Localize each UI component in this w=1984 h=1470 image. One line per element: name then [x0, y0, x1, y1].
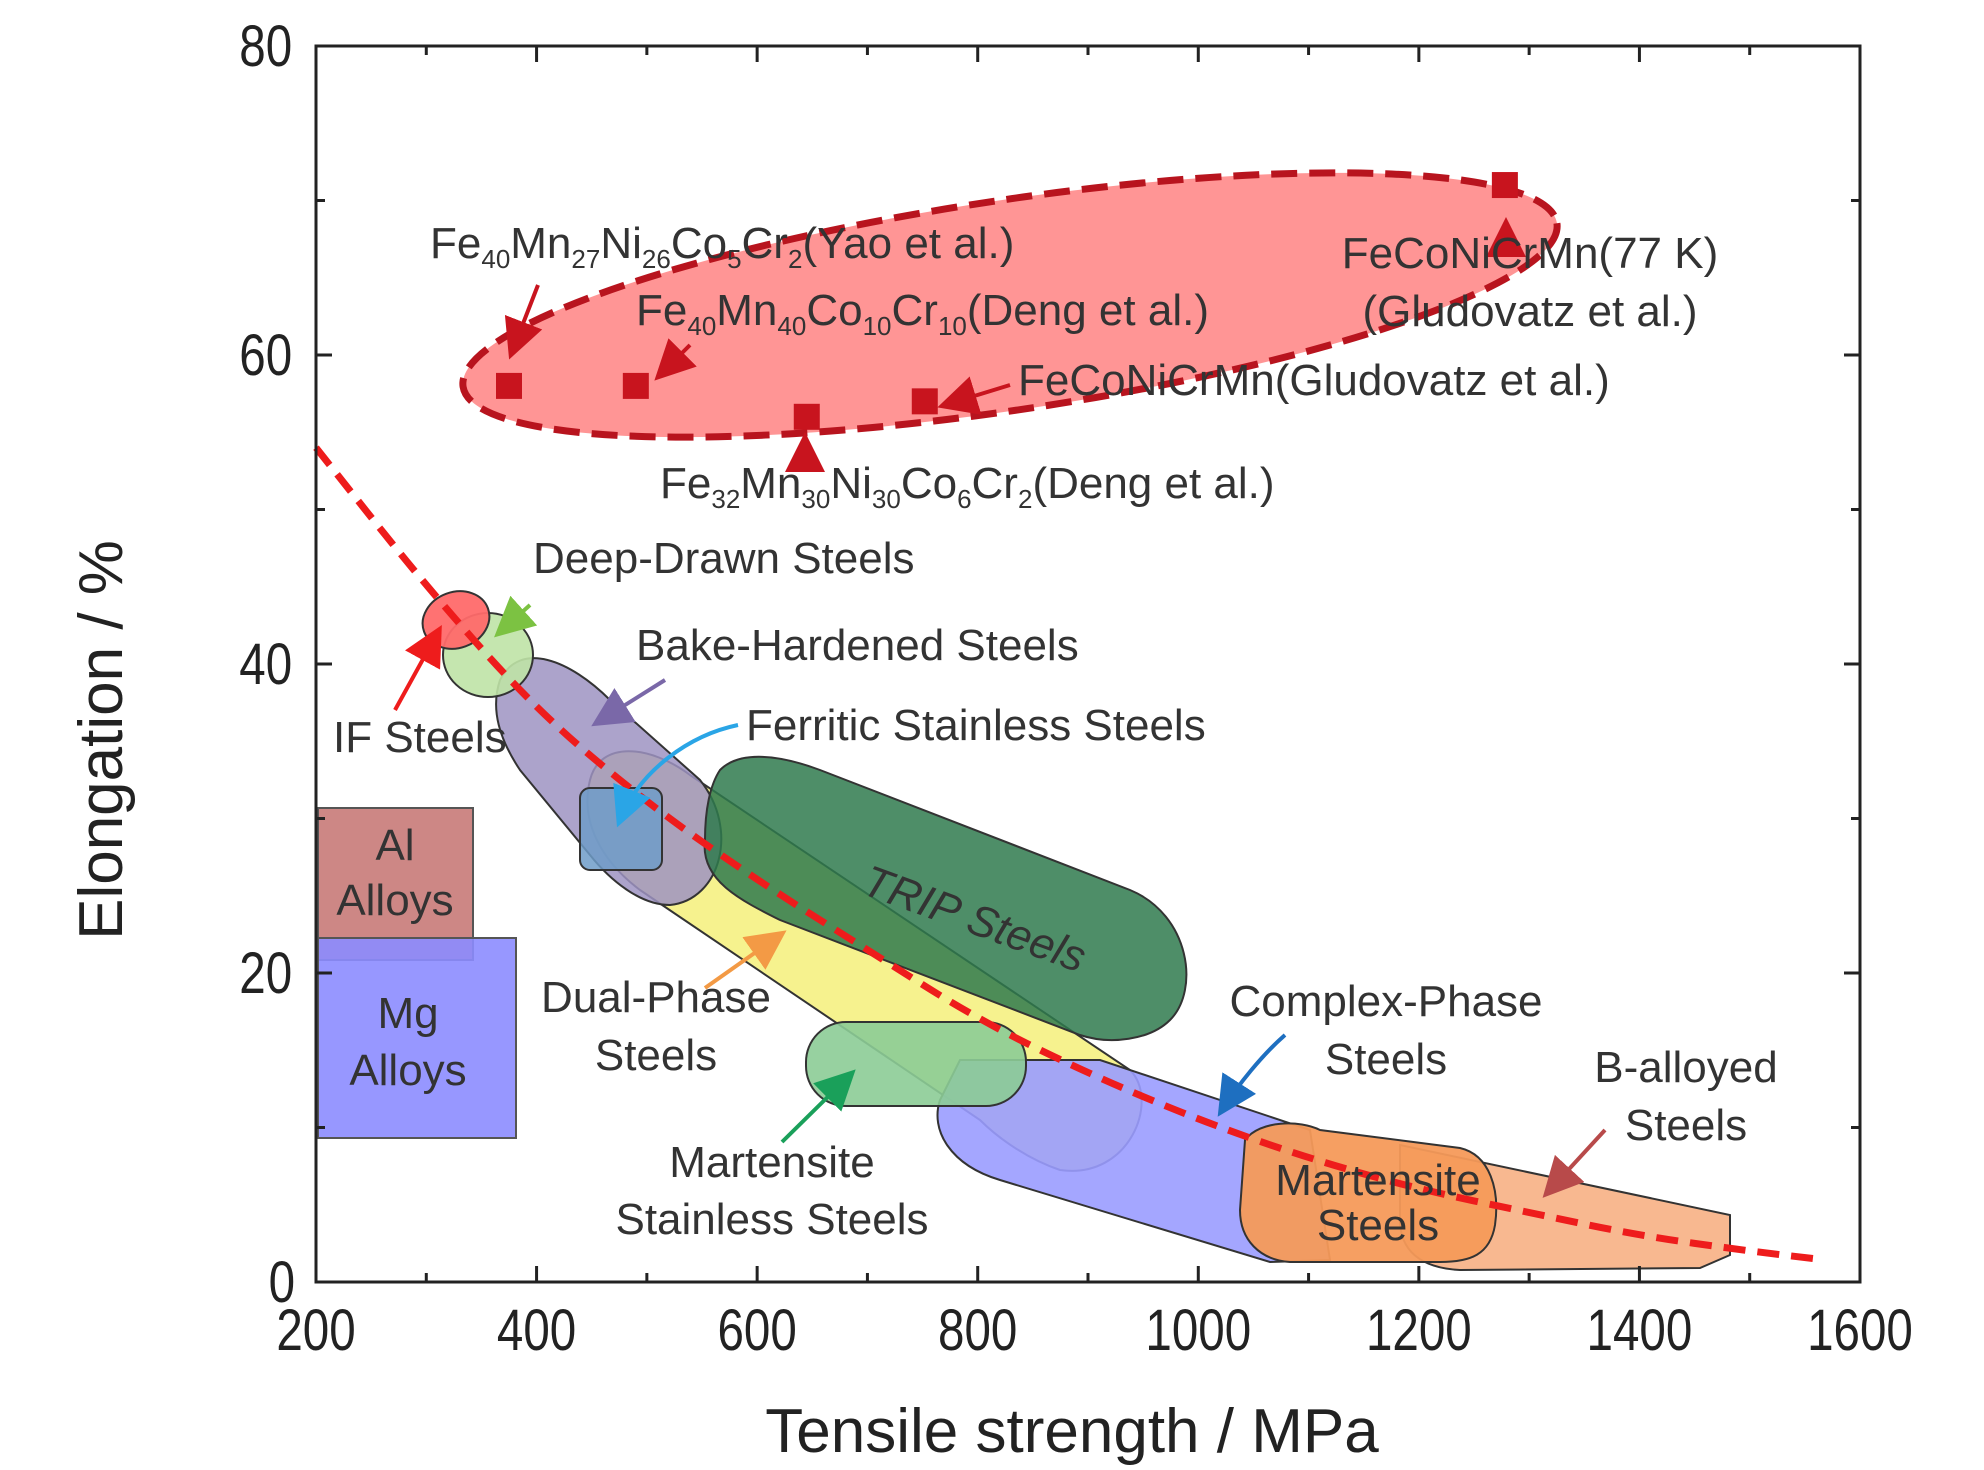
- x-tick-label: 1000: [1145, 1299, 1251, 1364]
- y-tick-label: 40: [239, 633, 292, 698]
- region-label-al-2: Alloys: [336, 876, 453, 925]
- alloy-labels-layer: Fe40Mn27Ni26Co5Cr2(Yao et al.) Fe40Mn40C…: [430, 219, 1718, 514]
- arrow-ferritic: [613, 723, 739, 828]
- alloy-marker-0: [496, 372, 522, 399]
- trend-line: [313, 445, 1817, 1263]
- region-label-balloy-2: Steels: [1625, 1101, 1747, 1150]
- arrow-bake: [591, 678, 667, 727]
- arrow-deng-fe40: [654, 338, 697, 381]
- y-axis-title: Elongation / %: [67, 540, 136, 940]
- markers-layer: [496, 172, 1518, 430]
- region-label-deep: Deep-Drawn Steels: [533, 534, 915, 583]
- region-label-mg-1: Mg: [377, 989, 438, 1038]
- alloy-marker-1: [622, 372, 649, 399]
- region-label-complex-1: Complex-Phase: [1229, 977, 1542, 1026]
- y-tick-label: 20: [239, 942, 292, 1007]
- x-tick-label: 200: [276, 1299, 355, 1364]
- region-label-dual-2: Steels: [595, 1031, 717, 1080]
- region-label-mart-1: Martensite: [1275, 1156, 1480, 1205]
- region-label-ferritic: Ferritic Stainless Steels: [746, 701, 1206, 750]
- alloy-marker-4: [1491, 172, 1518, 199]
- region-label-balloy-1: B-alloyed: [1594, 1043, 1777, 1092]
- arrow-balloy: [1542, 1128, 1607, 1198]
- x-tick-label: 1600: [1807, 1299, 1913, 1364]
- arrow-yao: [504, 284, 543, 360]
- arrow-if: [393, 624, 442, 711]
- x-tick-label: 1400: [1587, 1299, 1693, 1364]
- region-label-al-1: Al: [375, 821, 414, 870]
- arrow-complex: [1217, 1033, 1287, 1117]
- alloy-label-gludovatz: FeCoNiCrMn(Gludovatz et al.): [1018, 356, 1610, 405]
- region-label-dual-1: Dual-Phase: [541, 973, 771, 1022]
- x-axis-title: Tensile strength / MPa: [765, 1397, 1379, 1465]
- alloy-label-yao: Fe40Mn27Ni26Co5Cr2(Yao et al.): [430, 219, 1014, 274]
- region-label-complex-2: Steels: [1325, 1035, 1447, 1084]
- region-label-mart-2: Steels: [1317, 1201, 1439, 1250]
- region-shape-hea: [459, 169, 1561, 441]
- alloy-label-deng-fe32: Fe32Mn30Ni30Co6Cr2(Deng et al.): [660, 459, 1275, 514]
- x-tick-label: 400: [497, 1299, 576, 1364]
- region-shape-mart-stainless: [805, 1021, 1027, 1107]
- arrow-dual: [703, 930, 787, 990]
- region-label-if: IF Steels: [333, 713, 507, 762]
- alloy-marker-3: [911, 388, 938, 415]
- alloy-label-gludovatz-77k: FeCoNiCrMn(77 K): [1342, 229, 1719, 278]
- region-shape-al: [317, 807, 474, 961]
- region-labels-layer: Al Alloys Mg Alloys IF Steels Deep-Drawn…: [333, 534, 1778, 1250]
- region-label-mart-stainless-2: Stainless Steels: [615, 1195, 928, 1244]
- region-label-bake: Bake-Hardened Steels: [636, 621, 1079, 670]
- arrow-gludovatz: [937, 376, 1011, 415]
- region-shape-mg: [317, 937, 517, 1139]
- y-tick-label: 0: [269, 1251, 295, 1316]
- region-label-mg-2: Alloys: [349, 1046, 466, 1095]
- y-tick-label: 80: [239, 15, 292, 80]
- arrow-deep: [494, 595, 538, 638]
- ticks-layer: 200 400 600 800 1000 1200 1400 1600 0 20 40 60 80: [239, 15, 1913, 1364]
- alloy-label-gludovatz-77k-line2: (Gludovatz et al.): [1362, 287, 1697, 336]
- x-tick-label: 1200: [1366, 1299, 1472, 1364]
- x-tick-label: 600: [717, 1299, 796, 1364]
- x-tick-label: 800: [938, 1299, 1017, 1364]
- y-tick-label: 60: [239, 324, 292, 389]
- arrow-mart-stainless: [780, 1069, 856, 1144]
- region-label-mart-stainless-1: Martensite: [669, 1138, 874, 1187]
- alloy-label-deng-fe40: Fe40Mn40Co10Cr10(Deng et al.): [636, 286, 1209, 341]
- alloy-marker-2: [793, 403, 820, 430]
- arrows-layer: [393, 217, 1607, 1198]
